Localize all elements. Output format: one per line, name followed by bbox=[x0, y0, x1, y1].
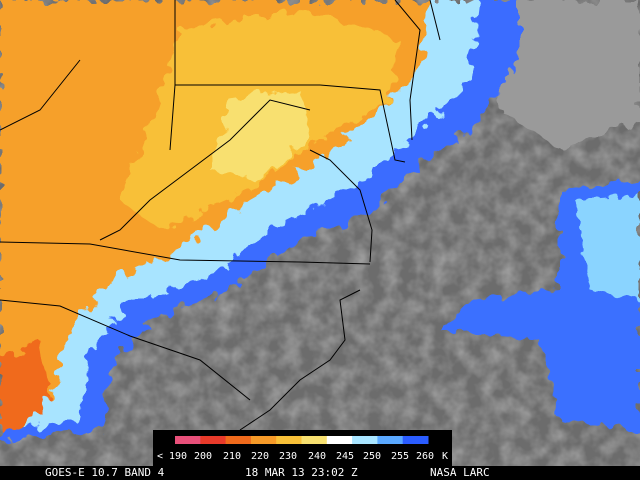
color-swatch bbox=[402, 436, 429, 444]
caption-source: NASA LARC bbox=[430, 466, 490, 479]
legend: < 190 200 210 220 230 240 245 250 255 260 K bbox=[153, 430, 452, 466]
caption-satellite: GOES-E 10.7 BAND 4 bbox=[45, 466, 165, 479]
color-swatch bbox=[175, 436, 201, 444]
legend-label: 260 bbox=[416, 451, 434, 462]
legend-label: 200 bbox=[194, 451, 212, 462]
legend-label: 220 bbox=[251, 451, 269, 462]
caption-time: 18 MAR 13 23:02 Z bbox=[245, 466, 358, 479]
legend-label: 240 bbox=[308, 451, 326, 462]
legend-label: 245 bbox=[336, 451, 354, 462]
legend-label: 255 bbox=[391, 451, 409, 462]
caption-bar bbox=[0, 466, 640, 480]
color-swatch bbox=[225, 436, 252, 444]
color-swatch bbox=[326, 436, 353, 444]
legend-label: 230 bbox=[279, 451, 297, 462]
color-swatch bbox=[276, 436, 302, 444]
legend-label: 250 bbox=[363, 451, 381, 462]
color-swatch bbox=[301, 436, 328, 444]
legend-label: K bbox=[442, 451, 448, 462]
imagery bbox=[0, 0, 640, 466]
color-swatch bbox=[200, 436, 227, 444]
color-swatch bbox=[352, 436, 378, 444]
legend-label: < 190 bbox=[157, 451, 187, 462]
color-swatch bbox=[250, 436, 277, 444]
color-swatch bbox=[377, 436, 404, 444]
legend-label: 210 bbox=[223, 451, 241, 462]
